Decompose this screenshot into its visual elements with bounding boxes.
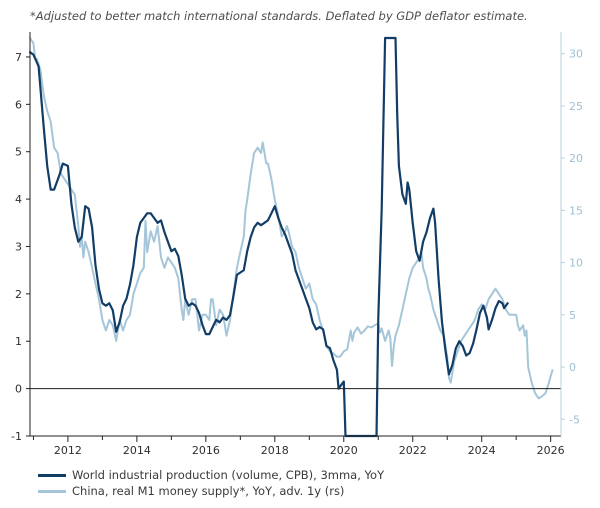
legend: World industrial production (volume, CPB… [38,467,384,499]
x-tick-label: 2012 [54,444,82,457]
left-tick-label: 7 [15,51,22,64]
left-tick-label: -1 [11,430,22,443]
tick-layer: -1 0 1 2 3 4 5 6 7 -5 0 5 10 15 20 25 30 2012 2014 2016 2018… [11,48,583,457]
left-tick-label: 0 [15,383,22,396]
left-tick-label: 2 [15,288,22,301]
x-tick-label: 2016 [192,444,220,457]
x-tick-label: 2018 [261,444,289,457]
left-tick-label: 5 [15,146,22,159]
legend-label-industrial-production: World industrial production (volume, CPB… [72,468,385,482]
left-tick-label: 4 [15,193,22,206]
legend-item-industrial-production: World industrial production (volume, CPB… [38,467,384,483]
legend-swatch-china-m1 [38,489,66,493]
left-tick-label: 3 [15,240,22,253]
x-tick-label: 2026 [537,444,565,457]
left-tick-label: 6 [15,98,22,111]
series-line-china-m1 [29,37,554,400]
legend-swatch-industrial-production [38,473,66,477]
x-tick-label: 2020 [330,444,358,457]
right-tick-label: 15 [569,204,583,217]
legend-item-china-m1: China, real M1 money supply*, YoY, adv. … [38,483,384,499]
right-tick-label: 0 [569,361,576,374]
x-tick-label: 2024 [468,444,496,457]
right-tick-label: 20 [569,152,583,165]
right-tick-label: 5 [569,309,576,322]
chart-footnote: *Adjusted to better match international … [30,9,528,23]
left-tick-label: 1 [15,335,22,348]
right-tick-label: 30 [569,48,583,61]
x-tick-label: 2014 [123,444,151,457]
series-line-industrial-production [28,36,509,438]
legend-label-china-m1: China, real M1 money supply*, YoY, adv. … [72,484,345,498]
right-tick-label: 25 [569,100,583,113]
x-tick-label: 2022 [399,444,427,457]
series-layer [28,36,554,438]
right-tick-label: 10 [569,257,583,270]
right-tick-label: -5 [569,413,580,426]
